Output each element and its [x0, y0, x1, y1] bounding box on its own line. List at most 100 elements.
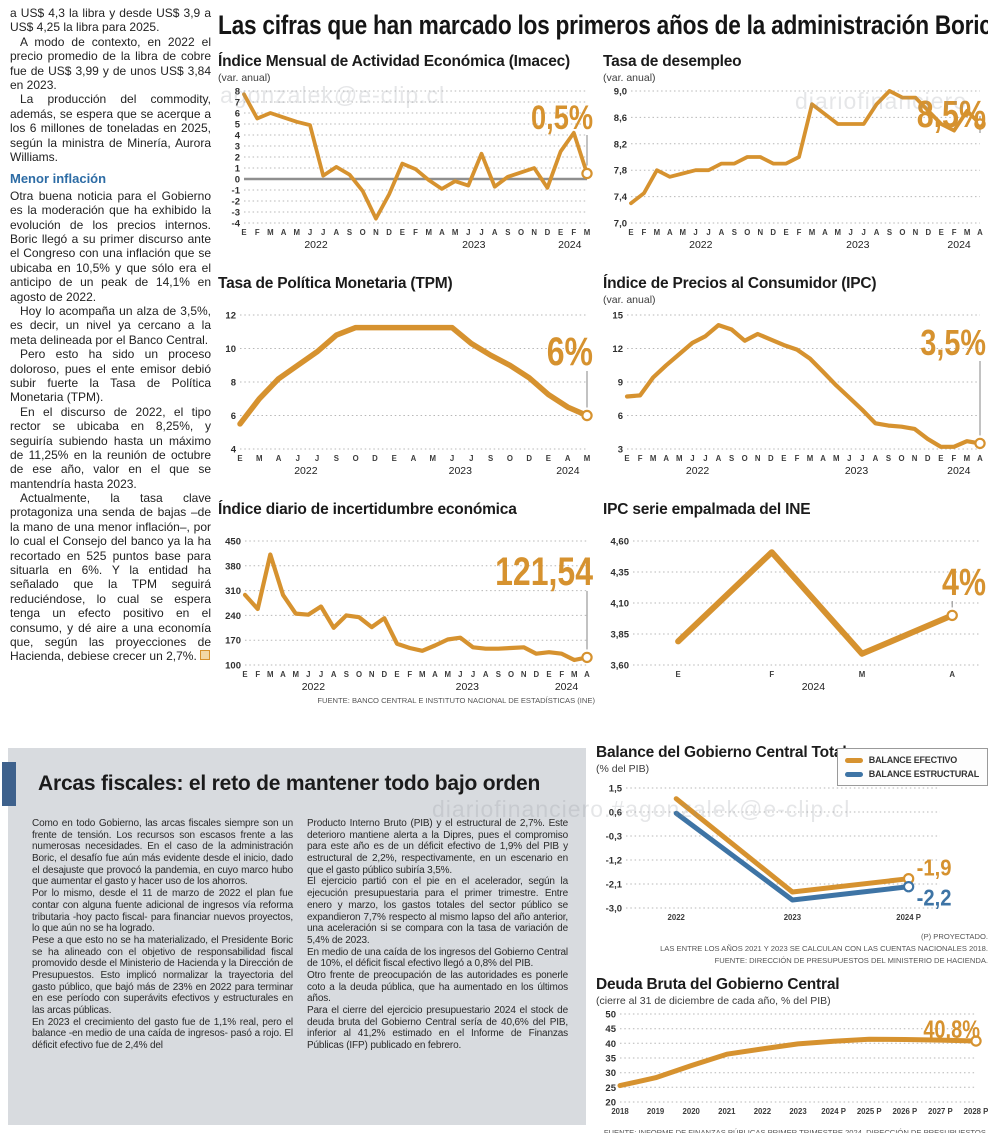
svg-text:2019: 2019: [647, 1107, 665, 1116]
svg-text:20: 20: [605, 1098, 616, 1109]
svg-text:M: M: [650, 454, 657, 463]
svg-text:A: A: [492, 228, 498, 237]
article-paragraph-text: Actualmente, la tasa clave protagoniza u…: [10, 491, 211, 664]
svg-text:M: M: [676, 454, 683, 463]
svg-text:A: A: [667, 228, 673, 237]
title-accent-bar: [2, 762, 16, 806]
article-paragraph: Pero esto ha sido un proceso doloroso, p…: [10, 347, 211, 405]
article-paragraph: En el discurso de 2022, el tipo rector s…: [10, 404, 211, 491]
svg-text:2023: 2023: [462, 239, 486, 251]
chart-title: Índice de Precios al Consumidor (IPC): [603, 275, 877, 292]
svg-text:M: M: [294, 228, 301, 237]
box-paragraph: En 2023 el crecimiento del gasto fue de …: [32, 1016, 293, 1052]
svg-text:A: A: [281, 228, 287, 237]
svg-text:A: A: [873, 454, 879, 463]
svg-text:100: 100: [225, 661, 241, 672]
svg-text:2022: 2022: [686, 465, 710, 477]
svg-text:A: A: [432, 670, 438, 679]
footnote: (P) PROYECTADO.: [921, 932, 988, 941]
svg-text:N: N: [373, 228, 379, 237]
svg-text:6: 6: [235, 109, 240, 120]
svg-text:D: D: [768, 454, 774, 463]
svg-text:D: D: [545, 228, 551, 237]
svg-text:2023: 2023: [449, 465, 473, 477]
chart-subtitle: [603, 519, 988, 533]
svg-text:J: J: [690, 454, 694, 463]
chart-title: Tasa de Política Monetaria (TPM): [218, 275, 453, 292]
svg-text:2022: 2022: [668, 913, 686, 922]
legend-item-estructural: BALANCE ESTRUCTURAL: [844, 767, 979, 781]
chart-subtitle: (var. anual): [603, 72, 656, 84]
svg-text:E: E: [546, 454, 551, 463]
svg-text:M: M: [267, 670, 274, 679]
svg-text:E: E: [558, 228, 563, 237]
legend-label: BALANCE EFECTIVO: [868, 755, 958, 765]
source-note: FUENTE: BANCO CENTRAL E INSTITUTO NACION…: [317, 696, 595, 705]
svg-text:O: O: [899, 228, 905, 237]
chart-tpm: Tasa de Política Monetaria (TPM) 12 10 8 6 4…: [218, 275, 595, 479]
svg-text:J: J: [862, 228, 866, 237]
svg-text:240: 240: [225, 611, 241, 622]
svg-text:S: S: [347, 228, 352, 237]
estructural-swatch-icon: [844, 771, 863, 777]
chart-subtitle: [218, 519, 595, 533]
svg-text:2024: 2024: [947, 465, 971, 477]
svg-text:M: M: [809, 228, 816, 237]
svg-text:2020: 2020: [683, 1107, 701, 1116]
svg-text:S: S: [488, 454, 493, 463]
box-paragraph: En medio de una caída de los ingresos de…: [307, 946, 568, 970]
svg-text:2022: 2022: [294, 465, 318, 477]
svg-text:S: S: [732, 228, 737, 237]
svg-text:J: J: [458, 670, 462, 679]
deuda-line-plot: 50 45 40 35 30 25 20 2018 2019 2020 2021 2022 2023 20…: [596, 1008, 988, 1126]
footnote: LAS ENTRE LOS AÑOS 2021 Y 2023 SE CALCUL…: [660, 944, 988, 953]
svg-text:4%: 4%: [942, 562, 986, 604]
svg-text:J: J: [860, 454, 864, 463]
svg-text:8: 8: [235, 87, 240, 98]
svg-text:F: F: [255, 670, 260, 679]
svg-text:40,8%: 40,8%: [923, 1016, 980, 1044]
box-paragraph: Pese a que esto no se ha materializado, …: [32, 934, 293, 1016]
svg-text:M: M: [571, 670, 578, 679]
svg-text:0: 0: [235, 175, 240, 186]
svg-text:2: 2: [235, 153, 240, 164]
svg-text:F: F: [255, 228, 260, 237]
svg-text:7: 7: [235, 98, 240, 109]
svg-text:2021: 2021: [718, 1107, 736, 1116]
svg-text:2024: 2024: [802, 681, 826, 693]
svg-text:M: M: [419, 670, 426, 679]
svg-text:A: A: [719, 228, 725, 237]
chart-subtitle: (cierre al 31 de diciembre de cada año, …: [596, 995, 831, 1007]
svg-text:2024: 2024: [555, 681, 579, 693]
chart-title: IPC serie empalmada del INE: [603, 501, 811, 518]
svg-text:-3: -3: [232, 208, 240, 219]
svg-text:A: A: [820, 454, 826, 463]
svg-text:F: F: [571, 228, 576, 237]
svg-text:J: J: [450, 454, 454, 463]
chart-title: Índice diario de incertidumbre económica: [218, 501, 517, 518]
left-article-column: a US$ 4,3 la libra y desde US$ 3,9 a US$…: [10, 6, 211, 664]
svg-text:J: J: [296, 454, 300, 463]
svg-text:S: S: [334, 454, 339, 463]
svg-text:O: O: [356, 670, 362, 679]
svg-text:30: 30: [605, 1068, 616, 1079]
end-of-article-marker-icon: [199, 650, 210, 661]
svg-text:6: 6: [231, 411, 236, 422]
chart-incertidumbre: Índice diario de incertidumbre económica…: [218, 501, 595, 706]
svg-text:J: J: [479, 228, 483, 237]
ipc-ine-line-plot: 4,60 4,35 4,10 3,85 3,60 E F M A 2024 4%: [603, 533, 988, 695]
chart-subtitle: (var. anual): [603, 294, 656, 306]
svg-text:-0,3: -0,3: [606, 832, 622, 843]
svg-text:S: S: [496, 670, 501, 679]
fiscal-charts-column: Balance del Gobierno Central Total (% de…: [596, 744, 988, 1133]
svg-text:M: M: [654, 228, 661, 237]
article-paragraph: A modo de contexto, en 2022 el precio pr…: [10, 34, 211, 92]
svg-text:2023: 2023: [846, 239, 870, 251]
svg-text:7,8: 7,8: [614, 166, 627, 177]
svg-text:J: J: [466, 228, 470, 237]
chart-balance: Balance del Gobierno Central Total (% de…: [596, 744, 988, 966]
svg-text:M: M: [452, 228, 459, 237]
box-paragraph: El ejercicio partió con el pie en el ace…: [307, 876, 568, 946]
svg-text:6: 6: [618, 411, 623, 422]
box-paragraph: Por lo mismo, desde el 11 de marzo de 20…: [32, 888, 293, 935]
